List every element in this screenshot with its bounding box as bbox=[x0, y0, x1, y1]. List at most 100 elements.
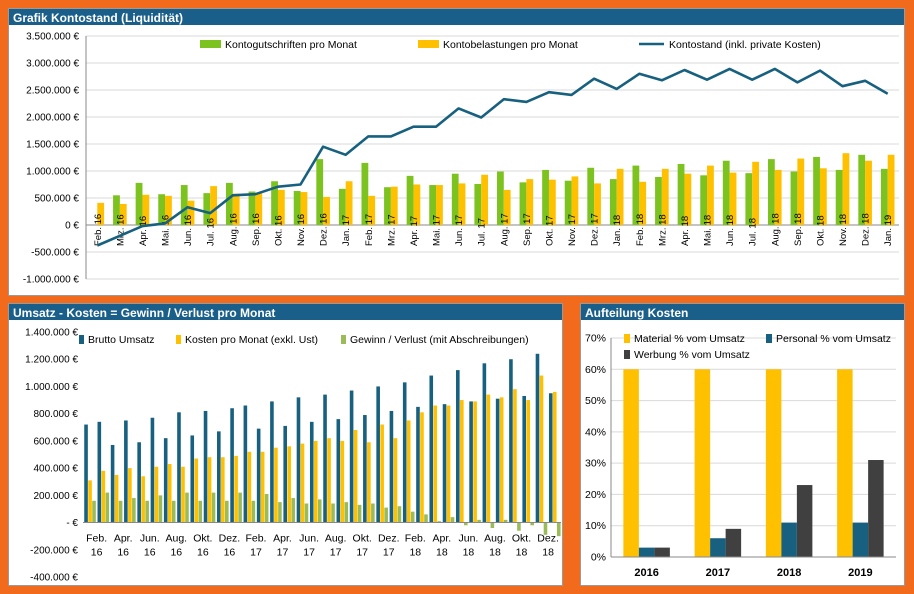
x-tick-label: Apr. 16 bbox=[138, 216, 149, 246]
x-tick-label: Dez. 18 bbox=[861, 213, 872, 246]
bar-revenue bbox=[177, 412, 181, 523]
liquidity-chart: 3.500.000 € 3.000.000 € 2.500.000 € 2.000.0… bbox=[23, 32, 899, 286]
bar-debits bbox=[187, 200, 195, 225]
bar-costs bbox=[194, 458, 199, 523]
bar-advertising bbox=[796, 485, 813, 557]
x-tick-year: 18 bbox=[542, 547, 554, 559]
x-tick-label: Okt. 17 bbox=[544, 215, 555, 246]
bar-material bbox=[623, 369, 639, 557]
bar-revenue bbox=[137, 442, 141, 523]
bar-debits bbox=[503, 189, 511, 225]
bar-credits bbox=[858, 154, 866, 225]
y-tick-label: 0 € bbox=[65, 221, 79, 232]
bar-debits bbox=[413, 184, 421, 225]
x-tick-year: 18 bbox=[436, 547, 448, 559]
cost-split-panel-title: Aufteilung Kosten bbox=[581, 304, 904, 322]
bar-costs bbox=[274, 447, 278, 523]
bar-profit bbox=[543, 522, 548, 535]
legend-label: Kontobelastungen pro Monat bbox=[443, 39, 578, 51]
bar-profit bbox=[344, 502, 349, 523]
bar-revenue bbox=[349, 390, 354, 523]
x-tick-month: Jun. bbox=[458, 533, 478, 545]
bar-material bbox=[837, 369, 853, 557]
x-tick-label: Jun. 16 bbox=[183, 215, 194, 246]
bar-costs bbox=[260, 451, 265, 523]
bar-credits bbox=[225, 182, 233, 225]
x-tick-year: 18 bbox=[409, 547, 421, 559]
bar-revenue bbox=[442, 404, 447, 523]
bar-costs bbox=[526, 400, 531, 523]
bar-advertising bbox=[868, 460, 884, 557]
x-tick-month: Dez. bbox=[219, 533, 241, 545]
x-tick-month: Jun. bbox=[140, 533, 160, 545]
legend-label: Werbung % vom Umsatz bbox=[634, 349, 750, 361]
x-tick-label: Jul. 16 bbox=[206, 218, 217, 246]
legend-label: Material % vom Umsatz bbox=[634, 333, 745, 345]
bar-advertising bbox=[654, 547, 670, 557]
legend-swatch bbox=[624, 334, 630, 343]
bar-credits bbox=[677, 163, 685, 225]
bar-revenue bbox=[535, 353, 540, 523]
bar-debits bbox=[752, 161, 760, 225]
bar-profit bbox=[424, 514, 428, 523]
bar-costs bbox=[128, 468, 132, 523]
bar-credits bbox=[361, 162, 369, 225]
x-tick-label: Dez. 16 bbox=[319, 213, 330, 246]
bar-costs bbox=[287, 446, 292, 523]
y-tick-label: 50% bbox=[585, 395, 606, 407]
profit-panel-title: Umsatz - Kosten = Gewinn / Verlust pro M… bbox=[9, 304, 562, 322]
bar-revenue bbox=[203, 410, 208, 523]
bar-costs bbox=[460, 400, 464, 523]
bar-costs bbox=[313, 440, 318, 523]
x-tick-month: Feb. bbox=[86, 533, 107, 545]
balance-line bbox=[96, 67, 889, 247]
y-tick-label: 20% bbox=[585, 489, 606, 501]
x-tick-label: Sep. 18 bbox=[793, 213, 804, 246]
legend-swatch bbox=[341, 335, 346, 344]
legend-label: Kontostand (inkl. private Kosten) bbox=[669, 39, 821, 51]
x-tick-label: Okt. 16 bbox=[273, 215, 284, 246]
bar-revenue bbox=[495, 398, 500, 523]
bar-costs bbox=[552, 391, 557, 523]
y-tick-label: 40% bbox=[585, 426, 606, 438]
bar-costs bbox=[446, 405, 451, 523]
y-tick-label: 1.000.000 € bbox=[25, 382, 78, 393]
bar-revenue bbox=[336, 419, 341, 523]
bar-credits bbox=[203, 193, 211, 225]
bar-credits bbox=[767, 159, 775, 225]
bar-credits bbox=[835, 169, 843, 225]
bar-credits bbox=[180, 185, 188, 225]
bar-profit bbox=[145, 500, 149, 523]
x-tick-month: Apr. bbox=[433, 533, 452, 545]
x-tick-year: 17 bbox=[277, 547, 289, 559]
x-tick-year: 16 bbox=[91, 547, 103, 559]
bar-debits bbox=[368, 195, 376, 225]
bar-debits bbox=[232, 193, 240, 225]
x-tick-label: Jan. 17 bbox=[341, 215, 352, 246]
y-tick-label: -400.000 € bbox=[30, 573, 78, 584]
bar-debits bbox=[774, 169, 782, 225]
bar-profit bbox=[503, 519, 508, 523]
bar-profit bbox=[264, 493, 269, 523]
bar-costs bbox=[207, 457, 212, 523]
bar-costs bbox=[327, 438, 331, 523]
bar-profit bbox=[238, 492, 242, 523]
y-tick-label: 200.000 € bbox=[34, 491, 79, 502]
bar-profit bbox=[105, 492, 110, 523]
bar-costs bbox=[367, 442, 371, 523]
legend-swatch bbox=[79, 335, 84, 344]
x-tick-year: 17 bbox=[250, 547, 262, 559]
y-tick-label: 1.200.000 € bbox=[25, 355, 78, 366]
x-tick-year: 18 bbox=[516, 547, 528, 559]
bar-personnel bbox=[781, 522, 797, 557]
bar-profit bbox=[331, 503, 335, 523]
bar-costs bbox=[154, 466, 159, 523]
bar-costs bbox=[181, 466, 185, 523]
bar-debits bbox=[97, 202, 105, 225]
x-tick-label: Nov. 16 bbox=[296, 214, 307, 246]
bar-debits bbox=[571, 176, 579, 225]
x-tick-label: Feb. 18 bbox=[635, 214, 646, 246]
x-tick-year: 17 bbox=[383, 547, 395, 559]
bar-credits bbox=[429, 185, 437, 225]
x-tick-year: 16 bbox=[170, 547, 182, 559]
